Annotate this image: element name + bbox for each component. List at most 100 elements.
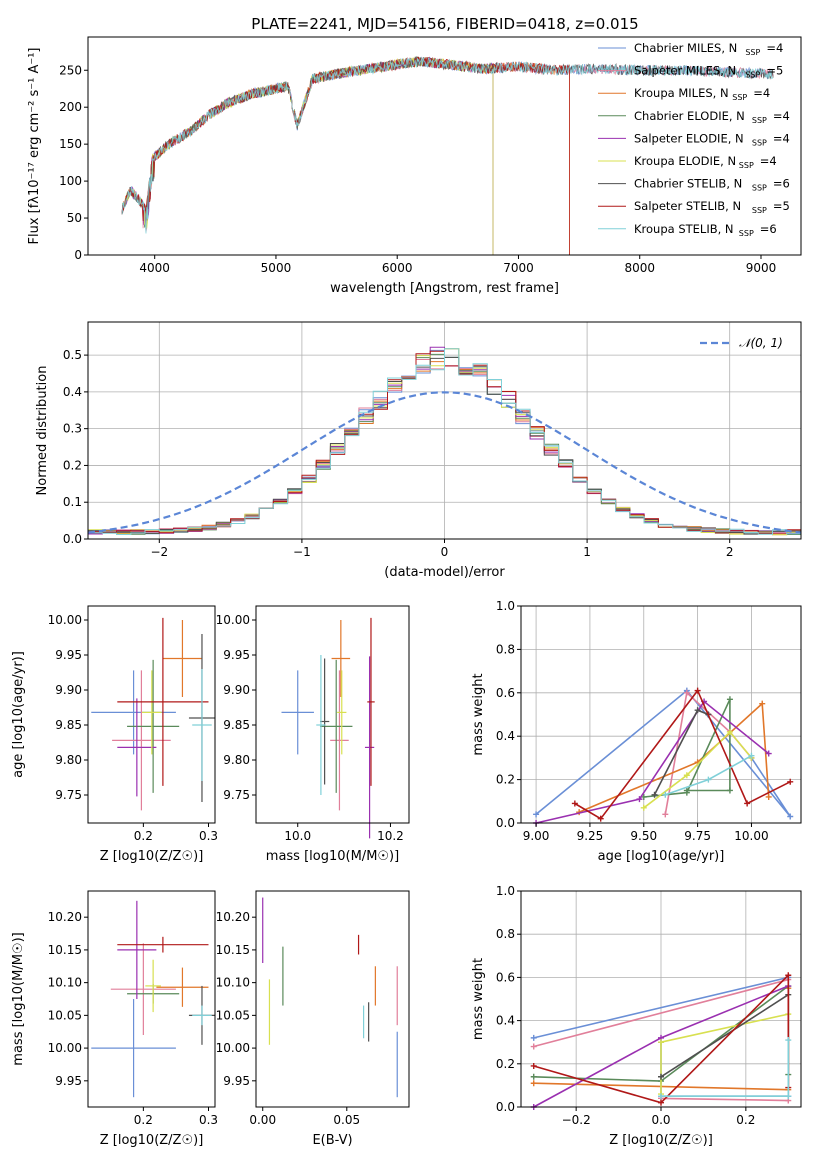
legend-subscript: SSP	[745, 71, 760, 80]
y-tick-label: 10.10	[216, 976, 250, 990]
x-tick-label: 5000	[261, 261, 292, 275]
y-axis-label: Flux [fλ10⁻¹⁷ erg cm⁻² s⁻¹ A⁻¹]	[27, 48, 42, 245]
x-tick-label: 2	[726, 545, 734, 559]
y-axis-label: mass weight	[471, 673, 486, 755]
y-tick-label: 1.0	[496, 884, 515, 898]
weight-point-marker	[726, 787, 733, 794]
axes-frame	[520, 605, 802, 824]
weight-point-marker	[571, 800, 578, 807]
y-tick-label: 10.05	[48, 1008, 82, 1022]
x-axis-label: wavelength [Angstrom, rest frame]	[330, 281, 559, 296]
y-tick-label: 0.1	[63, 495, 82, 509]
figure-title: PLATE=2241, MJD=54156, FIBERID=0418, z=0…	[251, 15, 638, 33]
y-tick-label: 0.2	[496, 773, 515, 787]
weight-point-marker	[726, 696, 733, 703]
y-tick-label: 0.0	[496, 816, 515, 830]
x-tick-label: −0.2	[562, 1113, 591, 1127]
y-tick-label: 10.00	[48, 1041, 82, 1055]
axes-frame	[87, 36, 802, 256]
x-tick-label: −1	[293, 545, 311, 559]
x-tick-label: 0.2	[134, 829, 153, 843]
legend-value: =5	[773, 199, 790, 213]
weight-point-marker	[597, 815, 604, 822]
weight-point-marker	[759, 700, 766, 707]
spectrum-series-line	[121, 56, 494, 255]
y-axis-label: mass [log10(M/M☉)]	[11, 932, 26, 1065]
y-tick-label: 0.8	[496, 642, 515, 656]
spectrum-series-line	[121, 56, 570, 255]
y-tick-label: 0.6	[496, 686, 515, 700]
mass-vs-ebv-panel: 0.00 0.05 9.95 10.00 10.05 10.10 10.15 10.20 E(B…	[216, 890, 410, 1148]
y-tick-label: 10.00	[48, 613, 82, 627]
y-tick-label: 9.95	[223, 648, 250, 662]
y-tick-label: 0.8	[496, 927, 515, 941]
weight-series-line	[660, 1013, 789, 1094]
spectrum-series-line	[121, 55, 494, 255]
weight-point-marker	[662, 811, 669, 818]
weight-series-line	[665, 755, 752, 796]
legend-subscript: SSP	[739, 161, 754, 170]
legend-value: =4	[753, 86, 770, 100]
legend-subscript: SSP	[745, 48, 760, 57]
y-tick-label: 0.4	[63, 385, 82, 399]
weight-point-marker	[785, 1037, 792, 1044]
legend-value: =6	[760, 222, 777, 236]
age-vs-mass-panel: 10.0 10.2 9.75 9.80 9.85 9.90 9.95 10.00 mass [l…	[216, 605, 410, 864]
weight-point-marker	[651, 791, 658, 798]
legend-label: 𝒩(0, 1)	[739, 336, 783, 350]
x-tick-label: 0.2	[736, 1113, 755, 1127]
y-tick-label: 9.90	[223, 683, 250, 697]
y-tick-label: 0.4	[496, 729, 515, 743]
y-tick-label: 0.3	[63, 422, 82, 436]
axes-frame	[87, 605, 216, 824]
residuals-panel: −2 −1 0 1 2 0.0 0.1 0.2 0.3 0.4 0.5 (data-model)/er…	[35, 321, 802, 580]
y-tick-label: 10.20	[216, 910, 250, 924]
weight-point-marker	[658, 1099, 664, 1106]
legend-value: =5	[766, 64, 783, 78]
weight-point-marker	[683, 689, 690, 696]
y-tick-label: 9.80	[55, 753, 82, 767]
x-tick-label: 0.3	[199, 829, 218, 843]
y-tick-label: 10.20	[48, 910, 82, 924]
weight-series-line	[535, 689, 791, 818]
x-tick-label: 7000	[503, 261, 534, 275]
x-axis-label: mass [log10(M/M☉)]	[266, 849, 399, 864]
weight-point-marker	[640, 804, 647, 811]
weight-point-marker	[530, 1062, 537, 1069]
weight-point-marker	[683, 772, 690, 779]
weight-series-line	[643, 730, 753, 809]
weight-point-marker	[636, 796, 643, 803]
legend-label: Chabrier MILES, N	[634, 41, 737, 55]
y-tick-label: 9.80	[223, 753, 250, 767]
axes-frame	[255, 605, 410, 824]
legend-label: Salpeter STELIB, N	[634, 199, 741, 213]
legend-subscript: SSP	[752, 138, 767, 147]
weight-point-marker	[683, 787, 690, 794]
weight-point-marker	[530, 1034, 537, 1041]
x-tick-label: 10.0	[284, 829, 311, 843]
weight-series-line	[660, 994, 789, 1078]
x-axis-label: Z [log10(Z/Z☉)]	[100, 1133, 204, 1148]
x-axis-label: age [log10(age/yr)]	[598, 849, 725, 864]
x-axis-label: (data-model)/error	[384, 565, 505, 580]
legend-subscript: SSP	[732, 93, 747, 102]
y-tick-label: 9.95	[223, 1074, 250, 1088]
x-tick-label: 0.00	[249, 1113, 276, 1127]
weight-point-marker	[785, 972, 792, 979]
legend-subscript: SSP	[752, 116, 767, 125]
weight-point-marker	[658, 1039, 664, 1046]
spectrum-series-line	[121, 57, 494, 255]
legend-label: Kroupa ELODIE, N	[634, 154, 736, 168]
legend-label: Kroupa MILES, N	[634, 86, 729, 100]
legend-subscript: SSP	[739, 229, 754, 238]
weight-point-marker	[530, 1073, 537, 1080]
x-tick-label: 0	[441, 545, 449, 559]
weight-point-marker	[662, 791, 669, 798]
weight-point-marker	[787, 813, 794, 820]
weight-point-marker	[744, 800, 751, 807]
massweight-vs-age-panel: 9.00 9.25 9.50 9.75 10.00 0.0 0.2 0.4 0.6 0.8 1.0 a…	[471, 599, 802, 864]
y-tick-label: 0.6	[496, 970, 515, 984]
x-tick-label: 0.0	[651, 1113, 670, 1127]
legend-value: =4	[766, 41, 783, 55]
massweight-vs-metallicity-panel: −0.2 0.0 0.2 0.0 0.2 0.4 0.6 0.8 1.0 Z [log10(Z/Z…	[471, 884, 802, 1148]
